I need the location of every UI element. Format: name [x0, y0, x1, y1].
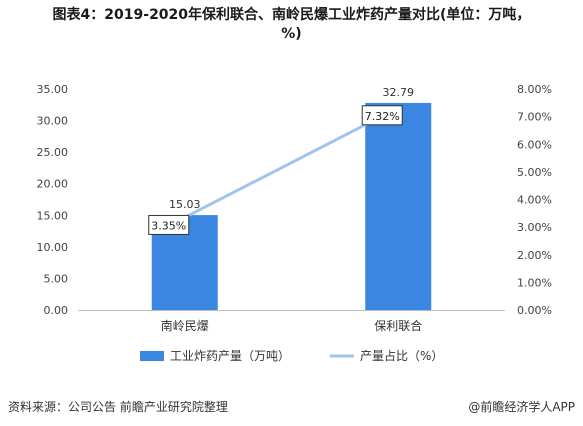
y-right-tick-label: 2.00%: [517, 249, 552, 262]
y-left-tick-label: 10.00: [37, 241, 69, 254]
brand-credit: @前瞻经济学人APP: [468, 400, 575, 414]
legend-label-line: 产量占比（%）: [360, 348, 443, 363]
chart-title-line2: %): [281, 26, 302, 42]
bar: [365, 102, 432, 310]
y-right-tick-label: 6.00%: [517, 138, 552, 151]
y-right-tick-label: 5.00%: [517, 166, 552, 179]
y-right-tick-label: 1.00%: [517, 276, 552, 289]
y-left-tick-label: 5.00: [44, 272, 69, 285]
line-label-box: [148, 214, 190, 235]
y-right-tick-label: 0.00%: [517, 304, 552, 317]
line-value-label: 3.35%: [151, 219, 186, 232]
x-tick-label: 保利联合: [374, 318, 422, 333]
y-left-tick-label: 20.00: [37, 178, 69, 191]
y-left-tick-label: 15.00: [37, 209, 69, 222]
line-value-label: 7.32%: [365, 110, 400, 123]
legend-swatch-bar: [140, 351, 164, 361]
y-left-tick-label: 25.00: [37, 146, 69, 159]
bar-value-label: 15.03: [169, 198, 201, 211]
y-left-tick-label: 35.00: [37, 83, 69, 96]
y-left-tick-label: 30.00: [37, 115, 69, 128]
legend-label-bar: 工业炸药产量（万吨）: [170, 349, 290, 363]
source-note: 资料来源：公司公告 前瞻产业研究院整理: [8, 400, 228, 414]
line-label-box: [361, 105, 403, 126]
y-right-tick-label: 4.00%: [517, 194, 552, 207]
footer: 资料来源：公司公告 前瞻产业研究院整理 @前瞻经济学人APP: [8, 398, 575, 418]
line-series: [183, 106, 400, 219]
y-right-tick-label: 3.00%: [517, 221, 552, 234]
chart-title-line1: 图表4：2019-2020年保利联合、南岭民爆工业炸药产量对比(单位：万吨，: [52, 7, 531, 23]
y-right-tick-label: 7.00%: [517, 111, 552, 124]
x-tick-label: 南岭民爆: [161, 318, 209, 333]
y-left-tick-label: 0.00: [44, 304, 69, 317]
bar-value-label: 32.79: [383, 86, 415, 99]
y-right-tick-label: 8.00%: [517, 83, 552, 96]
chart-title: 图表4：2019-2020年保利联合、南岭民爆工业炸药产量对比(单位：万吨， %…: [0, 6, 583, 44]
